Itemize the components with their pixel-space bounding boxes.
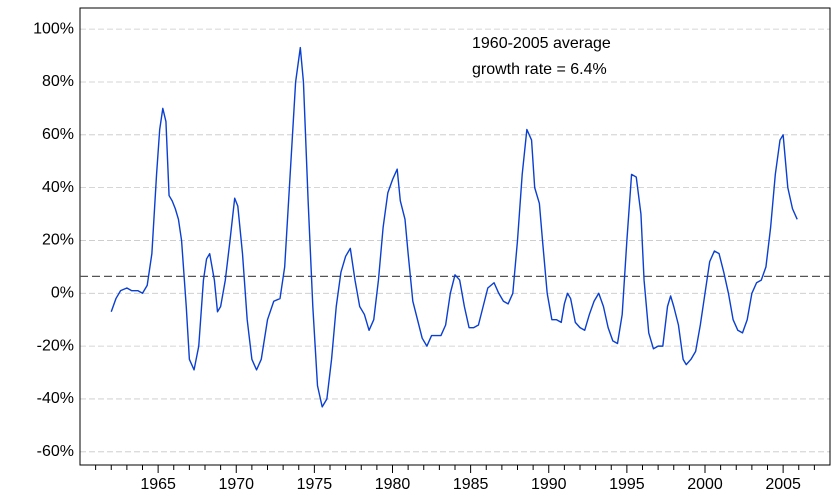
plot-frame (79, 7, 831, 466)
x-tick-label: 2000 (687, 476, 723, 493)
x-tick-label: 1990 (531, 476, 567, 493)
y-tick-label: 0% (51, 285, 74, 302)
y-tick-label: 100% (33, 20, 74, 37)
y-tick-label: 40% (42, 179, 74, 196)
annotation: growth rate = 6.4% (472, 61, 607, 78)
x-tick-label: 1975 (297, 476, 333, 493)
x-tick-label: 1970 (218, 476, 254, 493)
x-tick-label: 1985 (453, 476, 489, 493)
y-tick-label: 60% (42, 126, 74, 143)
x-tick-label: 1995 (609, 476, 645, 493)
annotation: 1960-2005 average (472, 35, 611, 52)
y-tick-label: 20% (42, 232, 74, 249)
data-line (110, 46, 798, 408)
y-tick-label: -20% (37, 337, 74, 354)
x-tick-label: 1980 (375, 476, 411, 493)
y-tick-label: -40% (37, 390, 74, 407)
x-tick-label: 1965 (140, 476, 176, 493)
y-tick-label: 80% (42, 73, 74, 90)
y-tick-label: -60% (37, 443, 74, 460)
x-tick-label: 2005 (765, 476, 801, 493)
